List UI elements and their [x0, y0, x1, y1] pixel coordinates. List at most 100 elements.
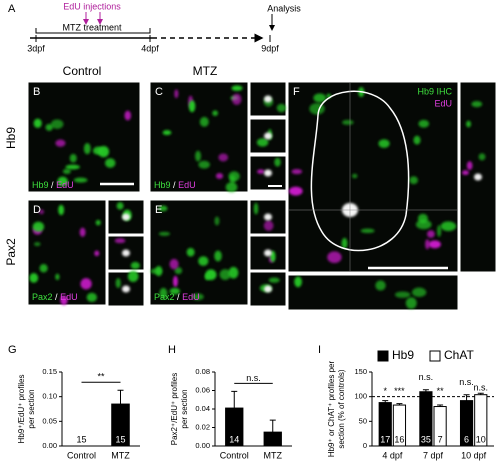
cell-blob: [378, 139, 390, 148]
cell-blob: [73, 177, 88, 183]
y-tick-label: 0.15: [42, 367, 57, 376]
significance: n.s.: [474, 383, 489, 393]
cell-blob: [294, 276, 302, 288]
cell-blob: [405, 297, 417, 309]
x-tick-label: Control: [220, 450, 249, 460]
cell-blob: [471, 101, 483, 108]
n-label: 7: [438, 434, 443, 444]
n-label: 10: [268, 434, 278, 444]
treatment-label: MTZ treatment: [62, 22, 122, 32]
y-axis-label: Pax2⁺/EdU⁺ profiles: [170, 373, 179, 445]
cell-blob: [288, 186, 303, 196]
cell-blob: [174, 89, 179, 99]
panel-letter: C: [155, 86, 163, 98]
cell-blob: [327, 251, 342, 264]
column-header: MTZ: [193, 64, 218, 78]
y-axis-label: per section: [27, 389, 36, 428]
cell-blob: [437, 225, 442, 237]
x-tick-label: MTZ: [111, 450, 130, 460]
cell-blob: [425, 239, 430, 250]
n-label: 15: [115, 434, 125, 444]
cell-blob: [32, 221, 45, 232]
n-label: 14: [229, 434, 239, 444]
legend-label: ChAT: [444, 348, 474, 362]
significance: **: [437, 386, 445, 396]
cell-blob: [158, 205, 168, 212]
significance: **: [97, 372, 105, 382]
treatment-bracket: [35, 28, 151, 34]
cell-blob: [256, 138, 269, 147]
cell-blob: [274, 157, 281, 167]
cell-blob: [29, 273, 39, 283]
error-bar: [422, 389, 429, 392]
day-label: 4dpf: [141, 43, 159, 53]
cell-blob: [127, 270, 139, 283]
cell-blob: [62, 168, 71, 175]
y-tick-label: 0.10: [42, 392, 57, 401]
cell-blob: [114, 238, 126, 244]
cell-blob: [268, 277, 280, 283]
error-bar: [477, 392, 484, 395]
micrograph: [287, 274, 459, 311]
micrograph: [27, 81, 141, 193]
error-bar: [231, 390, 238, 409]
legend-swatch: [377, 350, 389, 362]
cell-blob: [83, 143, 91, 155]
y-tick-label: 0: [363, 441, 367, 450]
cell-blob: [159, 287, 168, 299]
y-tick-label: 0.00: [42, 441, 57, 450]
cell-blob: [124, 110, 132, 121]
cell-blob: [122, 249, 130, 257]
day-label: 3dpf: [27, 43, 45, 53]
cell-blob: [173, 275, 178, 288]
cell-blob: [199, 116, 209, 127]
y-axis-label: section (% of controls): [337, 369, 346, 448]
cell-blob: [55, 273, 60, 281]
stain-label: EdU: [434, 98, 452, 108]
y-tick-label: 50: [359, 416, 367, 425]
day-label: 9dpf: [261, 43, 279, 53]
cell-blob: [478, 153, 486, 161]
cell-blob: [204, 273, 210, 281]
cell-blob: [198, 256, 209, 266]
cell-blob: [58, 204, 65, 216]
cell-blob: [264, 249, 272, 257]
micrograph: [149, 199, 249, 306]
cell-blob: [198, 160, 210, 169]
cell-blob: [65, 164, 80, 170]
cell-blob: [94, 250, 100, 257]
x-tick-label: 4 dpf: [382, 450, 403, 460]
stain-label: Hb9 / EdU: [154, 180, 196, 190]
cell-blob: [466, 120, 471, 128]
row-header: Hb9: [4, 127, 18, 149]
cell-blob: [341, 237, 348, 249]
stain-label: Pax2 / EdU: [154, 292, 200, 302]
cell-blob: [50, 119, 64, 129]
y-tick-label: 0.02: [195, 422, 210, 431]
cell-blob: [212, 110, 219, 116]
x-tick-label: 10 dpf: [461, 450, 487, 460]
x-tick-label: Control: [67, 450, 96, 460]
cell-blob: [169, 258, 179, 270]
cell-blob: [231, 85, 243, 91]
cell-blob: [169, 287, 181, 295]
cell-blob: [214, 216, 220, 226]
cell-blob: [55, 139, 66, 147]
y-tick-label: 100: [354, 392, 367, 401]
significance: n.s.: [246, 373, 261, 383]
cell-blob: [122, 285, 130, 293]
cell-blob: [264, 132, 272, 140]
significance: n.s.: [459, 377, 474, 387]
micrograph-labels: B C D E F Hb9 / EdU Hb9 / EdU Pax2 / EdU…: [32, 82, 458, 302]
analysis-label: Analysis: [267, 3, 301, 13]
cell-blob: [253, 202, 259, 215]
panel-letter: G: [8, 344, 17, 356]
cell-blob: [225, 182, 238, 193]
cell-blob: [104, 158, 116, 168]
n-label: 17: [380, 434, 390, 444]
cell-blob: [186, 247, 195, 257]
y-axis-label: Hb9⁺/EdU⁺ profiles: [17, 375, 26, 444]
cell-blob: [188, 100, 196, 113]
cell-blob: [116, 202, 124, 210]
